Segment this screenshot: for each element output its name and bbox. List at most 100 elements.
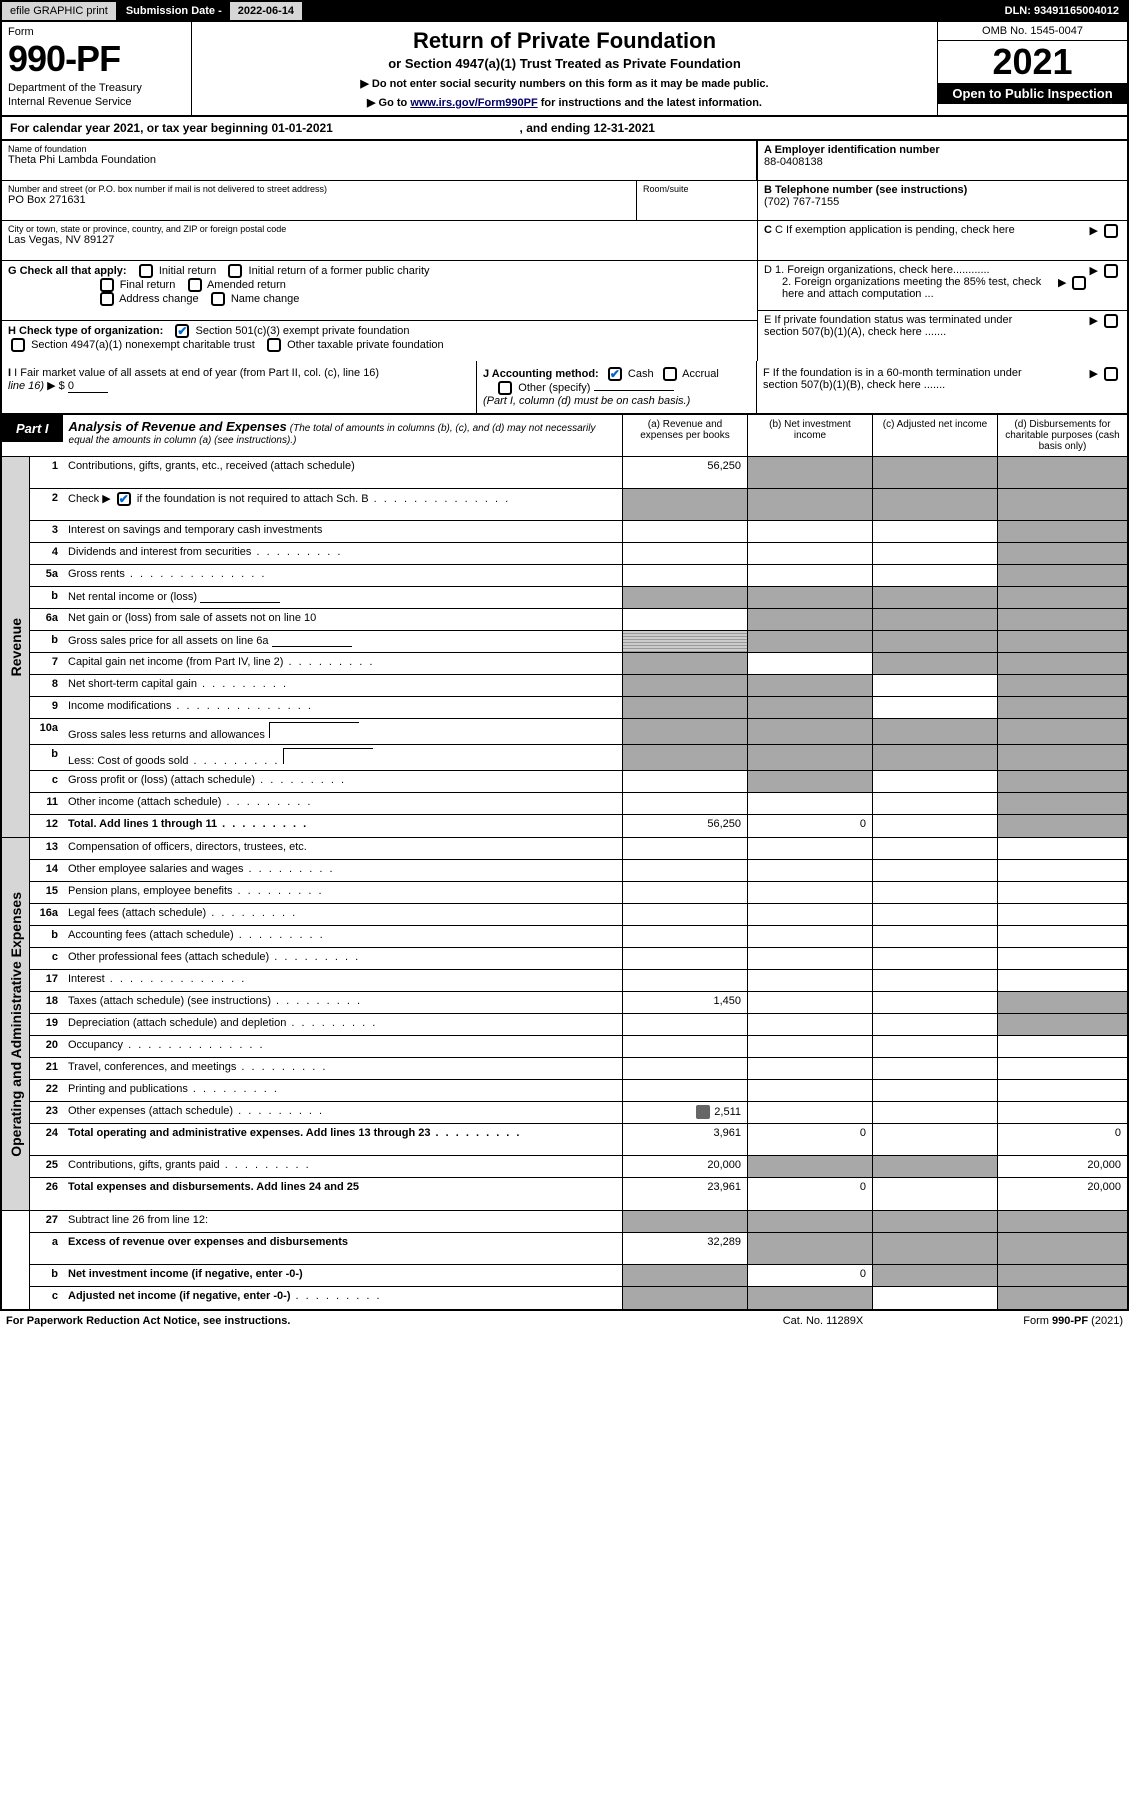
v10cd xyxy=(997,771,1127,792)
v19b xyxy=(747,1014,872,1035)
j-label: J Accounting method: xyxy=(483,368,599,380)
v2b xyxy=(747,489,872,520)
v8d xyxy=(997,675,1127,696)
v10aa xyxy=(622,719,747,744)
g-opt-1: Initial return of a former public charit… xyxy=(249,265,430,277)
ld-26: Total expenses and disbursements. Add li… xyxy=(64,1178,622,1210)
i-label: I Fair market value of all assets at end… xyxy=(14,367,379,379)
chk-4947[interactable] xyxy=(11,338,25,352)
v10ab xyxy=(747,719,872,744)
v10ca xyxy=(622,771,747,792)
col-b-head: (b) Net investment income xyxy=(747,415,872,456)
v24d: 0 xyxy=(997,1124,1127,1155)
ld-5a: Gross rents xyxy=(64,565,622,586)
chk-addr-change[interactable] xyxy=(100,292,114,306)
v6ac xyxy=(872,609,997,630)
footer-mid: Cat. No. 11289X xyxy=(723,1315,923,1327)
address-cell: Number and street (or P.O. box number if… xyxy=(2,181,637,221)
section-h: H Check type of organization: Section 50… xyxy=(2,321,757,361)
v15d xyxy=(997,882,1127,903)
chk-schb[interactable] xyxy=(117,492,131,506)
subtract-section: 27Subtract line 26 from line 12: aExcess… xyxy=(0,1211,1129,1311)
ld-4: Dividends and interest from securities xyxy=(64,543,622,564)
chk-c[interactable] xyxy=(1104,224,1118,238)
v7a xyxy=(622,653,747,674)
v10bc xyxy=(872,745,997,770)
e-label: E If private foundation status was termi… xyxy=(764,314,1044,338)
chk-e[interactable] xyxy=(1104,314,1118,328)
ld-16c: Other professional fees (attach schedule… xyxy=(64,948,622,969)
v4b xyxy=(747,543,872,564)
v16cc xyxy=(872,948,997,969)
revenue-side-label: Revenue xyxy=(2,457,30,837)
address: PO Box 271631 xyxy=(8,194,630,206)
omb-number: OMB No. 1545-0047 xyxy=(938,22,1127,41)
chk-f[interactable] xyxy=(1104,367,1118,381)
v14c xyxy=(872,860,997,881)
j-other: Other (specify) xyxy=(518,382,590,394)
attach-icon[interactable] xyxy=(696,1105,710,1119)
chk-final[interactable] xyxy=(100,278,114,292)
v17d xyxy=(997,970,1127,991)
ld-1: Contributions, gifts, grants, etc., rece… xyxy=(64,457,622,488)
ld-10a: Gross sales less returns and allowances xyxy=(64,719,622,744)
footer-right: Form 990-PF (2021) xyxy=(923,1315,1123,1327)
chk-name-change[interactable] xyxy=(211,292,225,306)
ln-4: 4 xyxy=(30,543,64,564)
irs-link[interactable]: www.irs.gov/Form990PF xyxy=(410,97,537,109)
ld-11: Other income (attach schedule) xyxy=(64,793,622,814)
h-label: H Check type of organization: xyxy=(8,325,163,337)
v27b xyxy=(747,1211,872,1232)
v16bd xyxy=(997,926,1127,947)
ld-22: Printing and publications xyxy=(64,1080,622,1101)
chk-cash[interactable] xyxy=(608,367,622,381)
efile-label[interactable]: efile GRAPHIC print xyxy=(2,2,118,20)
ln-25: 25 xyxy=(30,1156,64,1177)
hij-row: I I Fair market value of all assets at e… xyxy=(0,361,1129,415)
v9a xyxy=(622,697,747,718)
v16ab xyxy=(747,904,872,925)
chk-other-tax[interactable] xyxy=(267,338,281,352)
chk-other[interactable] xyxy=(498,381,512,395)
v11b xyxy=(747,793,872,814)
v5bd xyxy=(997,587,1127,608)
expenses-side-label: Operating and Administrative Expenses xyxy=(2,838,30,1210)
ln-17: 17 xyxy=(30,970,64,991)
v27aa: 32,289 xyxy=(622,1233,747,1264)
f-cell: F If the foundation is in a 60-month ter… xyxy=(757,361,1127,413)
chk-501c3[interactable] xyxy=(175,324,189,338)
chk-d1[interactable] xyxy=(1104,264,1118,278)
chk-initial-former[interactable] xyxy=(228,264,242,278)
v20d xyxy=(997,1036,1127,1057)
chk-initial[interactable] xyxy=(139,264,153,278)
dept-treasury: Department of the Treasury xyxy=(8,82,185,94)
chk-amended[interactable] xyxy=(188,278,202,292)
v25b xyxy=(747,1156,872,1177)
ln-10a: 10a xyxy=(30,719,64,744)
v15b xyxy=(747,882,872,903)
v10cb xyxy=(747,771,872,792)
ln-18: 18 xyxy=(30,992,64,1013)
v1c xyxy=(872,457,997,488)
v26d: 20,000 xyxy=(997,1178,1127,1210)
ln-16a: 16a xyxy=(30,904,64,925)
ld-2: Check ▶ if the foundation is not require… xyxy=(64,489,622,520)
ld-25: Contributions, gifts, grants paid xyxy=(64,1156,622,1177)
j-note: (Part I, column (d) must be on cash basi… xyxy=(483,395,690,407)
expenses-section: Operating and Administrative Expenses 13… xyxy=(0,838,1129,1211)
ln-10b: b xyxy=(30,745,64,770)
v20a xyxy=(622,1036,747,1057)
v27ab xyxy=(747,1233,872,1264)
v27c xyxy=(872,1211,997,1232)
ln-15: 15 xyxy=(30,882,64,903)
ln-5b: b xyxy=(30,587,64,608)
calendar-year-row: For calendar year 2021, or tax year begi… xyxy=(0,117,1129,141)
v19c xyxy=(872,1014,997,1035)
ln-22: 22 xyxy=(30,1080,64,1101)
chk-d2[interactable] xyxy=(1072,276,1086,290)
v12b: 0 xyxy=(747,815,872,837)
v25c xyxy=(872,1156,997,1177)
ln-16c: c xyxy=(30,948,64,969)
ln-27: 27 xyxy=(30,1211,64,1232)
chk-accrual[interactable] xyxy=(663,367,677,381)
